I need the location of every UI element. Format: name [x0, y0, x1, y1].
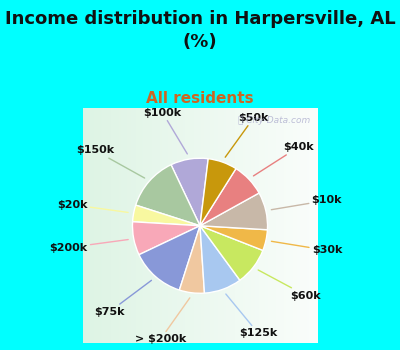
- Text: $60k: $60k: [258, 270, 321, 301]
- Text: $50k: $50k: [225, 113, 269, 157]
- Wedge shape: [132, 222, 200, 255]
- Wedge shape: [200, 159, 236, 226]
- Text: $75k: $75k: [94, 280, 152, 317]
- Wedge shape: [132, 205, 200, 226]
- Text: $125k: $125k: [226, 294, 277, 338]
- Wedge shape: [200, 226, 240, 293]
- Wedge shape: [139, 226, 200, 290]
- Text: > $200k: > $200k: [135, 298, 190, 344]
- Wedge shape: [200, 193, 268, 230]
- Text: $200k: $200k: [50, 239, 128, 253]
- Wedge shape: [200, 226, 268, 250]
- Text: $40k: $40k: [254, 142, 314, 176]
- Wedge shape: [200, 226, 263, 280]
- Wedge shape: [136, 165, 200, 226]
- Text: $150k: $150k: [76, 145, 145, 178]
- Text: $30k: $30k: [272, 241, 342, 255]
- Text: $20k: $20k: [57, 200, 128, 212]
- Wedge shape: [200, 169, 259, 226]
- Text: $10k: $10k: [271, 195, 342, 210]
- Wedge shape: [179, 226, 204, 293]
- Text: All residents: All residents: [146, 91, 254, 106]
- Wedge shape: [171, 158, 208, 226]
- Text: ⓘ City-Data.com: ⓘ City-Data.com: [238, 116, 310, 125]
- Text: Income distribution in Harpersville, AL
(%): Income distribution in Harpersville, AL …: [5, 10, 395, 51]
- Text: $100k: $100k: [144, 108, 187, 154]
